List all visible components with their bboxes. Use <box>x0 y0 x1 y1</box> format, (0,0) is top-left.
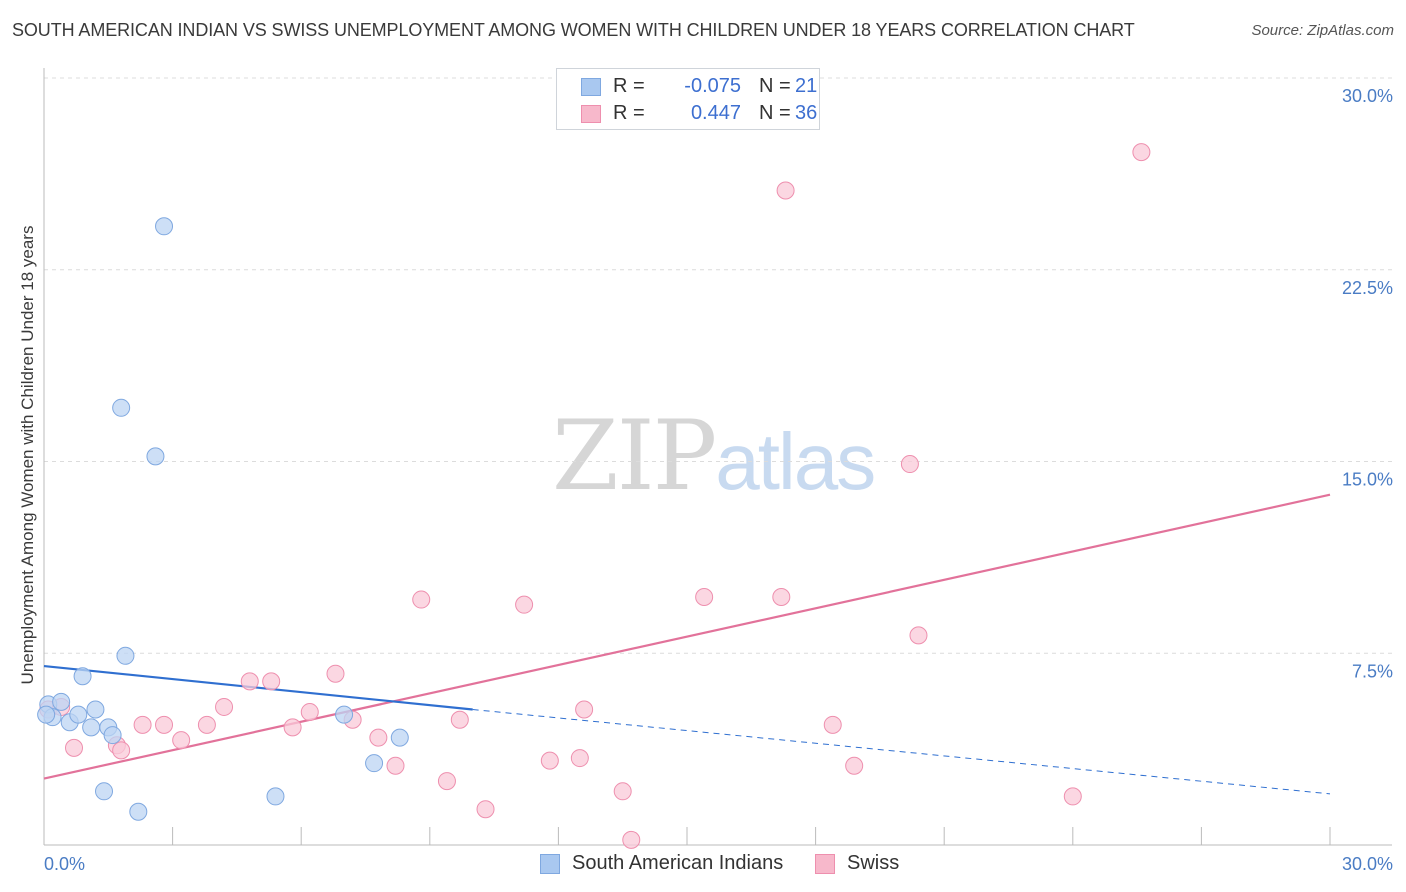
x-tick-label-max: 30.0% <box>1342 854 1393 874</box>
point-south-american-indians <box>335 705 354 724</box>
point-swiss <box>155 715 174 734</box>
point-swiss <box>215 697 234 716</box>
point-swiss <box>1063 787 1082 806</box>
point-swiss <box>437 772 456 791</box>
point-swiss <box>845 756 864 775</box>
point-south-american-indians <box>129 802 148 821</box>
bottom-legend-label: Swiss <box>847 852 900 874</box>
y-tick-label: 7.5% <box>1352 661 1393 681</box>
legend-n-value: 36 <box>795 102 818 124</box>
point-south-american-indians <box>52 692 71 711</box>
point-swiss <box>65 738 84 757</box>
point-swiss <box>776 181 795 200</box>
point-south-american-indians <box>116 646 135 665</box>
watermark: ZIPatlas <box>552 400 876 512</box>
y-tick-label: 22.5% <box>1342 278 1393 298</box>
point-south-american-indians <box>82 718 101 737</box>
point-swiss <box>575 700 594 719</box>
point-swiss <box>476 800 495 819</box>
point-swiss <box>262 672 281 691</box>
point-swiss <box>283 718 302 737</box>
point-south-american-indians <box>146 447 165 466</box>
point-swiss <box>570 749 589 768</box>
point-south-american-indians <box>95 782 114 801</box>
correlation-legend: R = -0.075 N = 21 R = 0.447 N = 36 <box>556 68 820 130</box>
point-swiss <box>540 751 559 770</box>
legend-n-value: 21 <box>795 75 818 97</box>
point-south-american-indians <box>73 667 92 686</box>
point-swiss <box>823 715 842 734</box>
trend-line-south-american-indians-extension <box>472 708 1331 795</box>
point-swiss <box>369 728 388 747</box>
point-south-american-indians <box>266 787 285 806</box>
point-swiss <box>412 590 431 609</box>
bottom-legend-swatch-swiss <box>815 854 835 874</box>
point-swiss <box>900 455 919 474</box>
point-swiss <box>240 672 259 691</box>
x-tick-label-min: 0.0% <box>44 854 85 874</box>
point-swiss <box>172 731 191 750</box>
watermark-zip: ZIP <box>552 400 717 512</box>
trend-line-swiss <box>43 493 1331 780</box>
point-swiss <box>909 626 928 645</box>
y-tick-label: 30.0% <box>1342 86 1393 106</box>
point-swiss <box>772 588 791 607</box>
y-axis-label: Unemployment Among Women with Children U… <box>18 225 37 685</box>
bottom-legend-label: South American Indians <box>572 852 784 874</box>
axes <box>43 68 1392 846</box>
point-swiss <box>450 710 469 729</box>
point-south-american-indians <box>112 398 131 417</box>
point-swiss <box>515 595 534 614</box>
legend-r-value: -0.075 <box>684 75 741 97</box>
legend-swatch-south-american-indians <box>581 78 601 96</box>
point-swiss <box>197 715 216 734</box>
tick-labels: 7.5% 15.0% 22.5% 30.0% 0.0% 30.0% <box>44 86 1393 874</box>
legend-swatch-swiss <box>581 105 601 123</box>
point-swiss <box>133 715 152 734</box>
point-south-american-indians <box>390 728 409 747</box>
point-swiss <box>386 756 405 775</box>
legend-n-label: N = <box>759 102 791 124</box>
point-south-american-indians <box>365 754 384 773</box>
point-swiss <box>300 703 319 722</box>
y-tick-label: 15.0% <box>1342 470 1393 490</box>
grid-lines <box>44 77 1392 654</box>
point-swiss <box>613 782 632 801</box>
chart-title: SOUTH AMERICAN INDIAN VS SWISS UNEMPLOYM… <box>12 20 1135 40</box>
point-south-american-indians <box>103 726 122 745</box>
trend-line-south-american-indians <box>43 664 473 711</box>
legend-n-label: N = <box>759 75 791 97</box>
point-swiss <box>1132 143 1151 162</box>
source-label: Source: ZipAtlas.com <box>1251 22 1394 39</box>
bottom-legend-swatch-south-american-indians <box>540 854 560 874</box>
point-swiss <box>622 830 641 849</box>
trend-lines <box>43 493 1331 795</box>
point-swiss <box>112 741 131 760</box>
point-south-american-indians <box>69 705 88 724</box>
point-south-american-indians <box>37 705 56 724</box>
point-south-american-indians <box>155 217 174 236</box>
data-points <box>37 143 1151 849</box>
legend-r-value: 0.447 <box>690 102 741 124</box>
legend-r-label: R = <box>613 75 645 97</box>
point-swiss <box>695 588 714 607</box>
point-swiss <box>326 664 345 683</box>
legend-r-label: R = <box>613 102 645 124</box>
point-south-american-indians <box>86 700 105 719</box>
